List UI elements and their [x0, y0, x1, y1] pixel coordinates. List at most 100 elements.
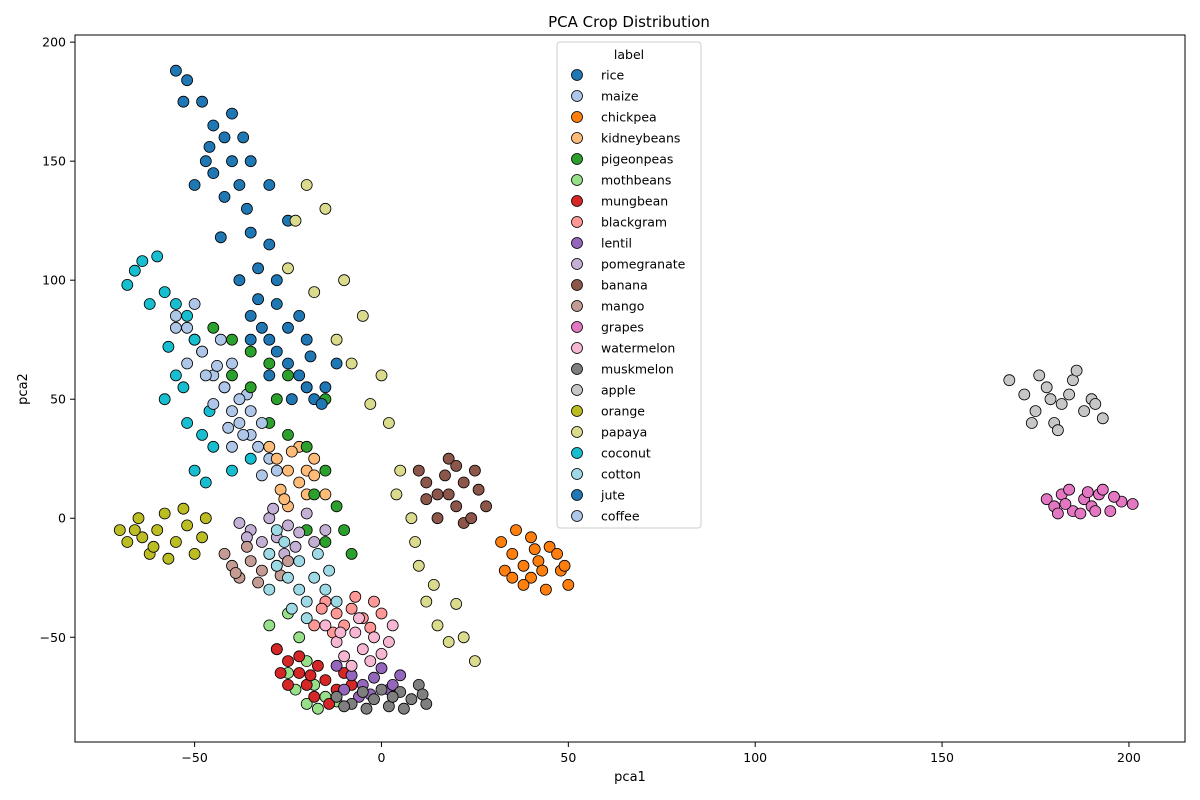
point-blackgram-1	[330, 607, 343, 620]
point-apple-0	[1003, 374, 1016, 387]
point-kidneybeans-6	[308, 452, 321, 465]
point-rice-18	[244, 155, 257, 168]
point-grapes-11	[1074, 507, 1087, 520]
point-banana-8	[431, 512, 444, 525]
legend-marker-watermelon	[571, 342, 583, 354]
point-papaya-5	[382, 417, 395, 429]
point-pomegranate-5	[293, 526, 306, 539]
point-chickpea-15	[506, 571, 519, 584]
point-rice-19	[263, 179, 276, 191]
point-pomegranate-6	[300, 507, 313, 520]
legend-marker-muskmelon	[571, 363, 583, 375]
legend-label-rice: rice	[601, 68, 624, 83]
point-rice-10	[244, 226, 257, 239]
point-chickpea-5	[543, 540, 556, 553]
point-rice-5	[226, 155, 238, 168]
point-maize-12	[211, 359, 223, 372]
legend-label-jute: jute	[600, 488, 625, 503]
point-coconut-13	[188, 464, 201, 477]
legend-items: rice maize chickpea kidneybeans pigeonpeas mo…	[571, 68, 686, 524]
point-coconut-8	[169, 369, 182, 382]
point-papaya-23	[289, 214, 302, 227]
point-kidneybeans-13	[278, 493, 291, 506]
point-papaya-9	[420, 595, 433, 608]
point-pigeonpeas-18	[270, 393, 283, 406]
point-jute-8	[319, 381, 332, 394]
point-papaya-12	[457, 631, 470, 644]
legend-marker-grapes	[571, 321, 583, 333]
point-papaya-22	[450, 598, 463, 610]
point-muskmelon-3	[368, 693, 380, 706]
point-coffee-7	[244, 405, 257, 418]
point-coconut-16	[244, 452, 257, 465]
chart-title: PCA Crop Distribution	[548, 13, 710, 31]
point-jute-4	[282, 357, 294, 370]
legend-marker-rice	[571, 69, 583, 81]
point-coffee-13	[226, 440, 238, 453]
point-muskmelon-0	[330, 690, 343, 703]
axes: −50 0 50 100 150 200 −50 0 50 100 150 200	[40, 35, 1141, 765]
point-maize-6	[233, 417, 246, 429]
point-pigeonpeas-0	[207, 321, 220, 334]
point-papaya-14	[282, 262, 294, 275]
point-grapes-12	[1096, 483, 1109, 496]
point-cotton-13	[323, 564, 336, 577]
legend-label-grapes: grapes	[601, 320, 644, 335]
point-papaya-10	[431, 619, 444, 632]
point-pigeonpeas-16	[345, 548, 358, 560]
point-chickpea-0	[495, 536, 508, 548]
point-jute-0	[244, 309, 257, 322]
point-rice-7	[240, 202, 253, 215]
point-coconut-9	[158, 393, 171, 406]
point-orange-11	[162, 552, 175, 565]
legend-marker-coffee	[571, 510, 583, 522]
point-jute-14	[263, 369, 276, 382]
point-apple-9	[1096, 412, 1109, 425]
point-jute-10	[252, 293, 265, 306]
point-papaya-16	[330, 333, 343, 346]
point-watermelon-5	[368, 631, 380, 644]
point-muskmelon-12	[416, 688, 429, 701]
point-watermelon-3	[349, 626, 362, 639]
legend-marker-mothbeans	[571, 174, 583, 186]
point-apple-2	[1029, 405, 1042, 418]
point-papaya-19	[390, 488, 403, 501]
x-tick-label: 100	[743, 750, 767, 765]
point-cotton-0	[263, 548, 276, 560]
legend-label-papaya: papaya	[601, 425, 647, 440]
point-jute-3	[270, 345, 283, 358]
point-coffee-3	[199, 369, 212, 382]
point-jute-11	[293, 309, 306, 322]
point-rice-21	[214, 231, 227, 244]
point-banana-1	[420, 476, 433, 489]
plot-frame	[74, 34, 1186, 743]
legend-marker-cotton	[571, 468, 583, 480]
point-banana-15	[439, 469, 451, 482]
point-muskmelon-2	[356, 686, 369, 698]
point-mango-9	[252, 576, 265, 589]
point-coffee-4	[218, 381, 231, 394]
point-coconut-3	[151, 250, 164, 263]
point-maize-10	[270, 464, 283, 477]
point-jute-1	[255, 321, 268, 334]
legend-box	[556, 41, 702, 529]
point-kidneybeans-10	[319, 488, 332, 501]
point-orange-13	[199, 512, 212, 525]
point-chickpea-3	[525, 571, 537, 584]
point-papaya-3	[356, 309, 369, 322]
point-coffee-11	[237, 428, 250, 441]
legend-label-coffee: coffee	[601, 509, 640, 524]
point-jute-6	[300, 381, 313, 394]
point-pomegranate-4	[282, 519, 294, 532]
point-cotton-14	[300, 612, 313, 625]
point-jute-17	[285, 393, 298, 406]
legend-label-maize: maize	[601, 89, 639, 104]
point-coffee-5	[226, 357, 238, 370]
legend-label-banana: banana	[601, 278, 648, 293]
point-coconut-12	[207, 440, 220, 453]
point-banana-14	[465, 512, 478, 525]
point-mungbean-5	[319, 674, 332, 686]
point-orange-15	[128, 524, 141, 536]
point-cotton-2	[282, 571, 294, 584]
point-pigeonpeas-10	[319, 464, 332, 477]
